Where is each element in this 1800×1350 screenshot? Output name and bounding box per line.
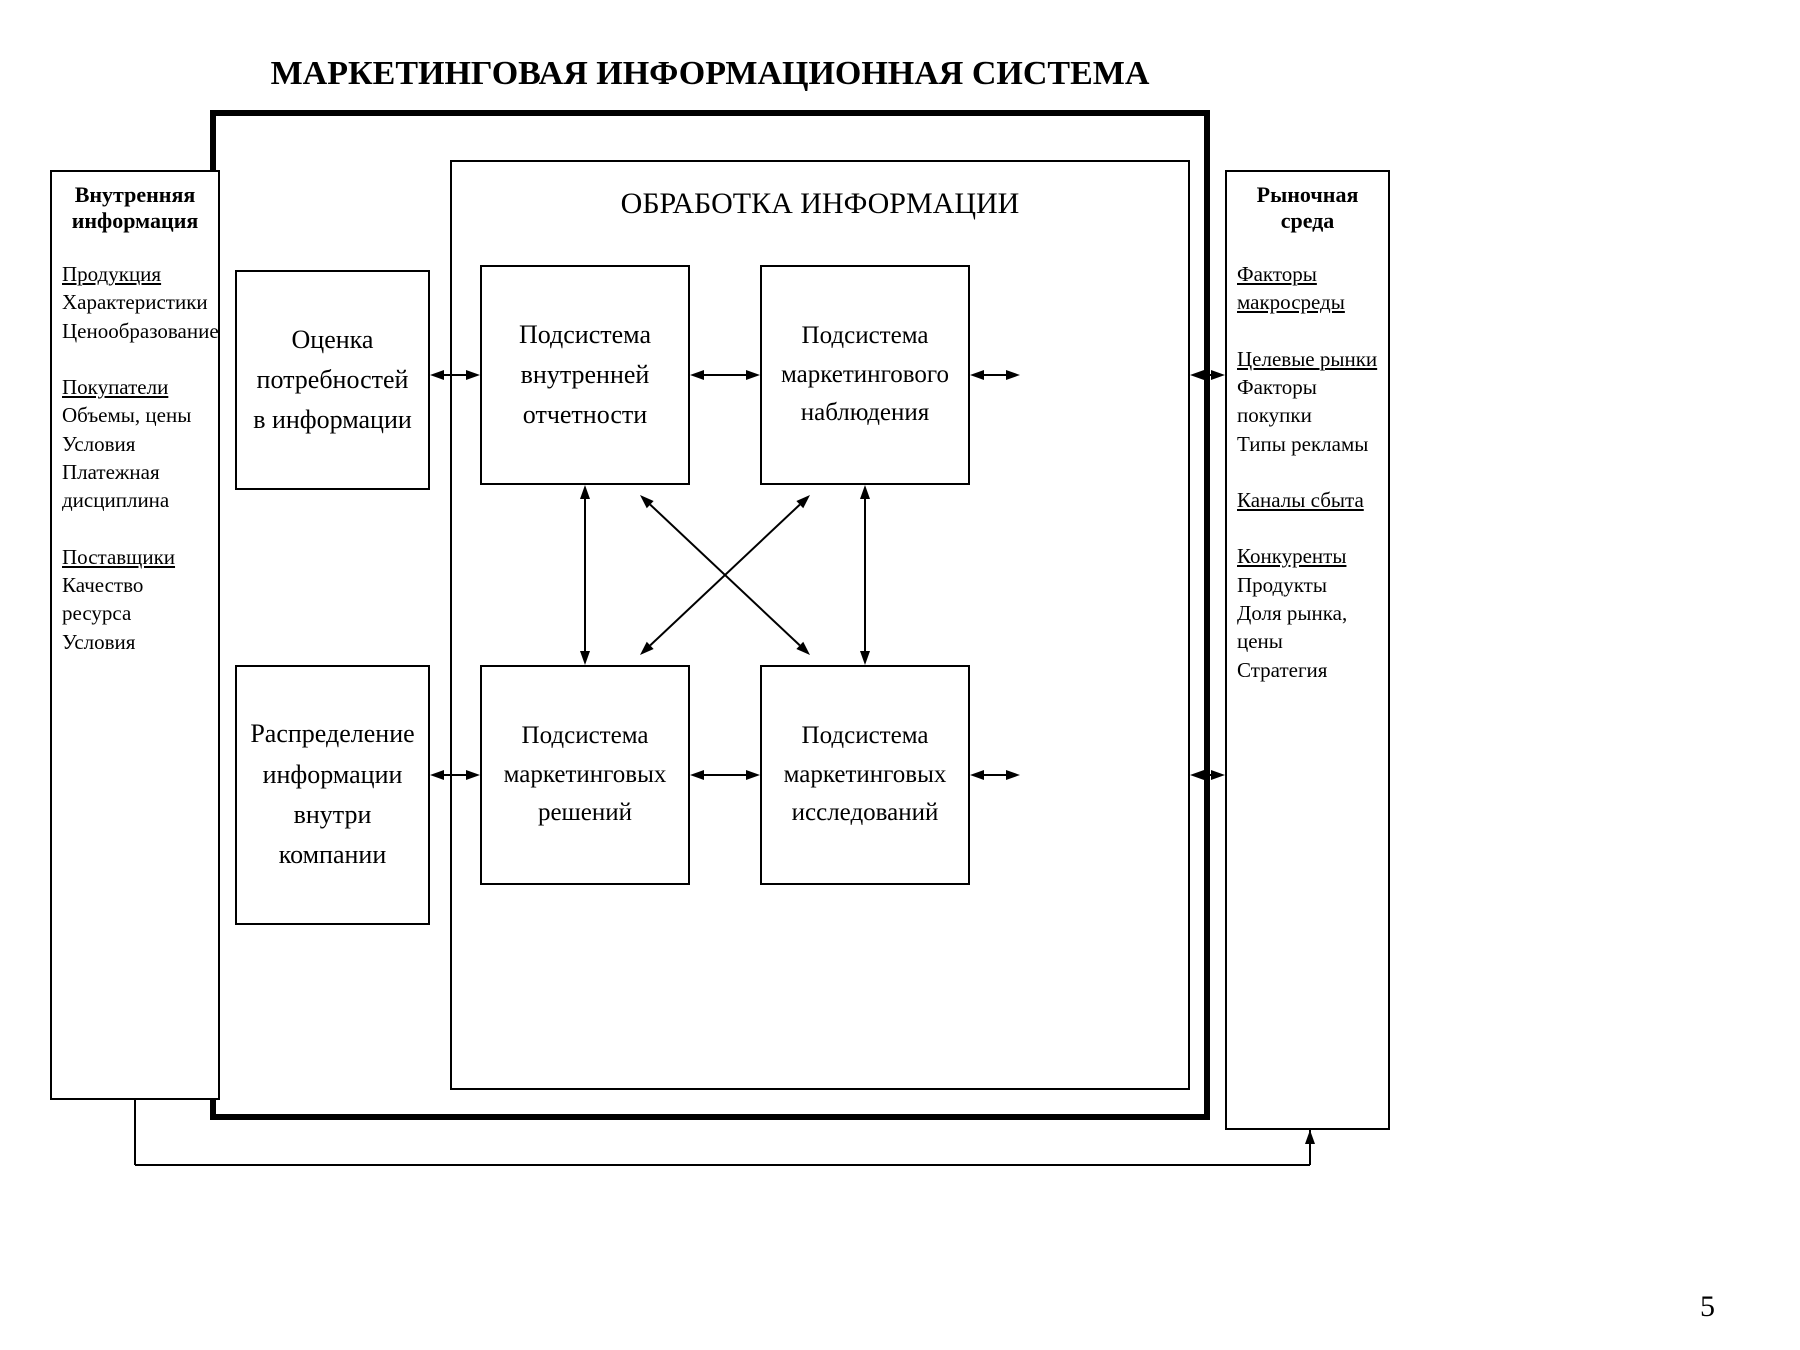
panel-group-item: Характеристики bbox=[62, 288, 208, 316]
panel-group-item: Типы рекламы bbox=[1237, 430, 1378, 458]
box-sub-internal: Подсистемавнутреннейотчетности bbox=[480, 265, 690, 485]
right-panel-body: Факторы макросреды Целевые рынкиФакторы п… bbox=[1227, 238, 1388, 684]
panel-group-item: Доля рынка, цены bbox=[1237, 599, 1378, 656]
box-line: Подсистема bbox=[802, 717, 929, 756]
panel-group-item: Качество bbox=[62, 571, 208, 599]
panel-group-item: Объемы, цены bbox=[62, 401, 208, 429]
panel-group-head: Факторы макросреды bbox=[1237, 260, 1378, 317]
panel-group-item: Условия bbox=[62, 430, 208, 458]
panel-group-head: Продукция bbox=[62, 260, 208, 288]
box-line: наблюдения bbox=[801, 394, 930, 433]
panel-group-item: ресурса bbox=[62, 599, 208, 627]
panel-group-head: Покупатели bbox=[62, 373, 208, 401]
box-sub-decisions: Подсистемамаркетинговыхрешений bbox=[480, 665, 690, 885]
panel-group-item: Продукты bbox=[1237, 571, 1378, 599]
panel-group-item: Стратегия bbox=[1237, 656, 1378, 684]
box-line: маркетинговых bbox=[784, 756, 947, 795]
box-line: Подсистема bbox=[519, 315, 651, 355]
box-sub-observation: Подсистемамаркетинговогонаблюдения bbox=[760, 265, 970, 485]
box-distribution: Распределениеинформациивнутрикомпании bbox=[235, 665, 430, 925]
box-line: маркетинговых bbox=[504, 756, 667, 795]
panel-group-head: Конкуренты bbox=[1237, 542, 1378, 570]
panel-group-item: Условия bbox=[62, 628, 208, 656]
box-assessment: Оценкапотребностейв информации bbox=[235, 270, 430, 490]
panel-group-item: дисциплина bbox=[62, 486, 208, 514]
box-line: Подсистема bbox=[802, 317, 929, 356]
right-panel: Рыночная среда Факторы макросреды Целевые… bbox=[1225, 170, 1390, 1130]
panel-group-head: Целевые рынки bbox=[1237, 345, 1378, 373]
box-line: Подсистема bbox=[522, 717, 649, 756]
diagram-title: МАРКЕТИНГОВАЯ ИНФОРМАЦИОННАЯ СИСТЕМА bbox=[210, 55, 1210, 93]
box-line: внутри bbox=[294, 795, 372, 835]
left-panel-body: ПродукцияХарактеристикиЦенообразование По… bbox=[52, 238, 218, 656]
box-line: Оценка bbox=[292, 320, 374, 360]
page-number: 5 bbox=[1700, 1290, 1715, 1324]
box-line: исследований bbox=[792, 794, 939, 833]
box-line: компании bbox=[279, 835, 386, 875]
box-line: маркетингового bbox=[781, 356, 949, 395]
box-line: Распределение bbox=[250, 714, 414, 754]
panel-group-item: Платежная bbox=[62, 458, 208, 486]
panel-group-item: Ценообразование bbox=[62, 317, 208, 345]
box-line: потребностей bbox=[257, 360, 409, 400]
right-panel-title: Рыночная среда bbox=[1227, 172, 1388, 238]
box-line: решений bbox=[538, 794, 632, 833]
left-panel: Внутренняя информация ПродукцияХарактери… bbox=[50, 170, 220, 1100]
panel-group-item: Факторы покупки bbox=[1237, 373, 1378, 430]
box-line: информации bbox=[263, 755, 403, 795]
left-panel-title: Внутренняя информация bbox=[52, 172, 218, 238]
inner-frame-title: ОБРАБОТКА ИНФОРМАЦИИ bbox=[452, 187, 1188, 221]
box-sub-research: Подсистемамаркетинговыхисследований bbox=[760, 665, 970, 885]
panel-group-head: Каналы сбыта bbox=[1237, 486, 1378, 514]
panel-group-head: Поставщики bbox=[62, 543, 208, 571]
box-line: внутренней bbox=[521, 355, 650, 395]
box-line: отчетности bbox=[523, 395, 647, 435]
box-line: в информации bbox=[253, 400, 412, 440]
diagram-canvas: МАРКЕТИНГОВАЯ ИНФОРМАЦИОННАЯ СИСТЕМА Вну… bbox=[0, 0, 1800, 1350]
